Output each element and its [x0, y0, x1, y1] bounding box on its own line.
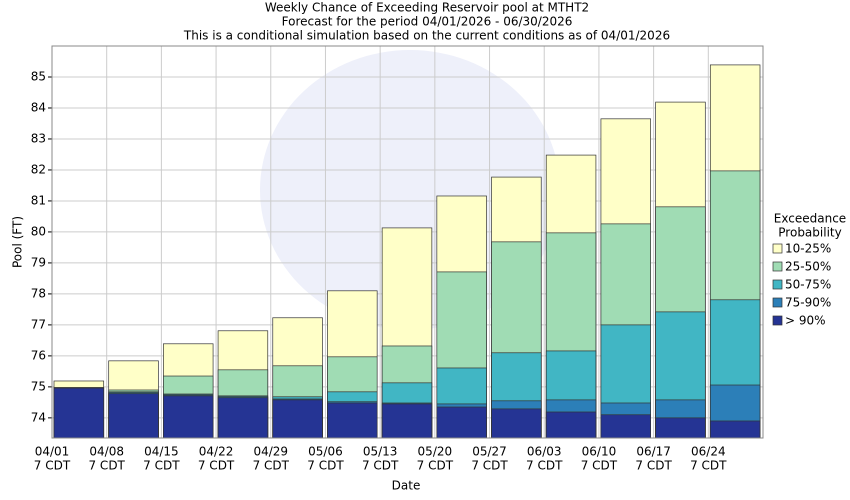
x-tick-sublabel: 7 CDT — [417, 459, 454, 473]
x-tick-label: 04/22 — [199, 445, 234, 459]
bar — [600, 414, 651, 439]
y-tick-label: 77 — [31, 317, 46, 331]
plot-frame — [51, 45, 764, 439]
x-tick-label: 05/27 — [472, 445, 507, 459]
x-tick-label: 05/20 — [418, 445, 453, 459]
legend-swatch — [772, 261, 783, 272]
legend-title: Probability — [778, 226, 841, 240]
bar — [709, 420, 761, 439]
y-axis-label: Pool (FT) — [11, 216, 25, 268]
legend-label: 50-75% — [785, 278, 831, 292]
x-tick-sublabel: 7 CDT — [307, 459, 344, 473]
bar — [217, 397, 269, 439]
x-tick-label: 06/03 — [527, 445, 562, 459]
x-tick-sublabel: 7 CDT — [362, 459, 399, 473]
x-tick-label: 06/17 — [636, 445, 671, 459]
x-tick-sublabel: 7 CDT — [581, 459, 618, 473]
legend-label: 75-90% — [785, 296, 831, 310]
x-tick-label: 06/24 — [691, 445, 726, 459]
legend-title: Exceedance — [774, 212, 846, 226]
x-tick-label: 04/01 — [35, 445, 70, 459]
x-tick-label: 04/29 — [253, 445, 288, 459]
legend-swatch — [772, 315, 783, 326]
x-tick-label: 04/08 — [89, 445, 124, 459]
y-tick-label: 83 — [31, 131, 46, 145]
bar — [545, 411, 597, 439]
bar — [436, 406, 487, 439]
x-tick-label: 05/13 — [363, 445, 398, 459]
x-tick-sublabel: 7 CDT — [471, 459, 508, 473]
x-tick-sublabel: 7 CDT — [34, 459, 71, 473]
x-tick-sublabel: 7 CDT — [690, 459, 727, 473]
chart-note: This is a conditional simulation based o… — [183, 29, 670, 43]
y-tick-label: 81 — [31, 193, 46, 207]
bar — [272, 399, 323, 439]
x-axis-label: Date — [392, 479, 421, 493]
x-tick-sublabel: 7 CDT — [88, 459, 125, 473]
y-tick-label: 85 — [31, 69, 46, 83]
legend-swatch — [772, 243, 783, 254]
x-tick-label: 05/06 — [308, 445, 343, 459]
y-tick-label: 75 — [31, 379, 46, 393]
y-tick-label: 74 — [31, 410, 46, 424]
y-tick-label: 76 — [31, 348, 46, 362]
x-tick-sublabel: 7 CDT — [198, 459, 235, 473]
y-tick-label: 78 — [31, 286, 46, 300]
y-tick-label: 84 — [31, 100, 46, 114]
chart-subtitle: Forecast for the period 04/01/2026 - 06/… — [282, 15, 573, 29]
bar — [108, 393, 159, 439]
bar — [491, 408, 542, 439]
bar — [327, 402, 378, 439]
x-tick-label: 06/10 — [582, 445, 617, 459]
bar — [53, 387, 105, 439]
legend-label: > 90% — [785, 314, 826, 328]
x-tick-label: 04/15 — [144, 445, 179, 459]
x-tick-sublabel: 7 CDT — [143, 459, 180, 473]
legend-swatch — [772, 279, 783, 290]
legend-swatch — [772, 297, 783, 308]
y-tick-label: 79 — [31, 255, 46, 269]
x-tick-sublabel: 7 CDT — [253, 459, 290, 473]
chart-title: Weekly Chance of Exceeding Reservoir poo… — [265, 1, 589, 15]
bar — [655, 417, 706, 439]
legend-label: 25-50% — [785, 260, 831, 274]
legend-label: 10-25% — [785, 242, 831, 256]
bar — [163, 395, 214, 439]
y-tick-label: 82 — [31, 162, 46, 176]
y-tick-label: 80 — [31, 224, 46, 238]
bar — [381, 403, 433, 439]
x-tick-sublabel: 7 CDT — [635, 459, 672, 473]
x-tick-sublabel: 7 CDT — [526, 459, 563, 473]
